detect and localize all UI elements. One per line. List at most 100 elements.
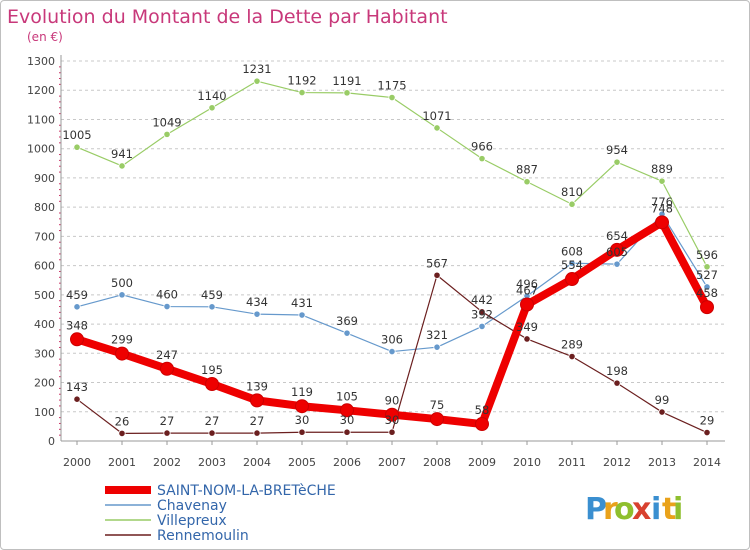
x-tick-label: 2008: [423, 456, 451, 469]
data-point: [388, 347, 396, 356]
data-point: [118, 291, 126, 299]
data-label: 554: [561, 258, 583, 272]
data-point: [295, 399, 309, 414]
data-point: [163, 429, 171, 437]
data-point: [613, 379, 621, 387]
data-label: 75: [430, 398, 445, 412]
data-label: 198: [606, 364, 628, 378]
data-label: 1071: [422, 109, 451, 123]
legend-label: Chavenay: [157, 498, 227, 514]
y-tick-label: 500: [34, 289, 55, 302]
y-tick-label: 700: [34, 230, 55, 243]
data-label: 139: [246, 379, 268, 393]
y-tick-label: 1200: [27, 84, 55, 97]
chart-subtitle: (en €): [27, 30, 63, 44]
data-label: 27: [160, 414, 175, 428]
data-label: 321: [426, 328, 448, 342]
data-labels: 1005 941 1049 1140 1231 1192 1191 1175 1071 966 88…: [62, 62, 718, 428]
data-label: 369: [336, 314, 358, 328]
y-tick-label: 1000: [27, 143, 55, 156]
data-point: [520, 297, 534, 312]
data-label: 1005: [62, 128, 91, 142]
data-point: [115, 346, 129, 361]
data-point: [478, 155, 486, 163]
data-point: [253, 77, 261, 85]
data-point: [73, 143, 81, 151]
legend-label: Villepreux: [157, 513, 227, 529]
data-label: 30: [295, 413, 310, 427]
data-point: [613, 260, 621, 268]
data-label: 954: [606, 143, 628, 157]
data-point: [658, 408, 666, 416]
data-label: 99: [655, 393, 670, 407]
legend: SAINT-NOM-LA-BRETèCHEChavenayVillepreuxR…: [105, 483, 336, 544]
x-tick-label: 2004: [243, 456, 271, 469]
data-label: 1140: [197, 89, 226, 103]
data-point: [208, 303, 216, 311]
data-label: 748: [651, 201, 673, 215]
data-label: 1175: [377, 79, 406, 93]
data-point: [523, 178, 531, 186]
data-point: [253, 429, 261, 437]
series-group: [70, 77, 714, 437]
data-label: 58: [475, 403, 490, 417]
data-point: [250, 393, 264, 408]
data-label: 467: [516, 283, 538, 297]
data-label: 289: [561, 338, 583, 352]
data-label: 434: [246, 295, 268, 309]
data-point: [163, 302, 171, 311]
data-label: 458: [696, 286, 718, 300]
data-point: [565, 272, 579, 287]
x-tick-label: 2001: [108, 456, 136, 469]
y-tick-label: 300: [34, 347, 55, 360]
x-tick-label: 2002: [153, 456, 181, 469]
data-point: [343, 89, 351, 97]
x-tick-label: 2000: [63, 456, 91, 469]
axes: 0 100 200 300 400 500 600 700 800 900 1000 1100 1200…: [27, 55, 725, 469]
data-point: [478, 322, 486, 331]
data-point: [340, 403, 354, 418]
data-label: 496: [516, 277, 538, 291]
data-point: [613, 158, 621, 166]
data-point: [703, 263, 711, 271]
data-label: 1049: [152, 115, 181, 129]
data-label: 431: [291, 296, 313, 310]
data-label: 527: [696, 268, 718, 282]
data-point: [118, 429, 126, 437]
x-tick-label: 2003: [198, 456, 226, 469]
data-label: 90: [385, 394, 400, 408]
data-point: [433, 124, 441, 132]
data-point: [655, 215, 669, 230]
data-label: 459: [201, 288, 223, 302]
data-point: [568, 200, 576, 208]
data-label: 195: [201, 363, 223, 377]
data-label: 889: [651, 162, 673, 176]
data-point: [703, 428, 711, 437]
data-point: [475, 417, 489, 432]
data-point: [205, 377, 219, 391]
data-point: [430, 412, 444, 427]
data-label: 299: [111, 333, 133, 347]
y-tick-label: 100: [34, 406, 55, 419]
data-point: [658, 177, 666, 185]
data-point: [298, 88, 306, 97]
logo-letter: i: [651, 492, 661, 527]
x-tick-label: 2011: [558, 456, 586, 469]
data-point: [163, 130, 171, 138]
data-label: 26: [115, 414, 130, 428]
data-point: [208, 429, 216, 437]
chart-title: Evolution du Montant de la Dette par Hab…: [7, 6, 448, 28]
data-label: 30: [340, 413, 355, 427]
logo-letter: P: [585, 492, 607, 527]
data-label: 442: [471, 293, 493, 307]
data-point: [298, 311, 306, 319]
x-tick-label: 2009: [468, 456, 496, 469]
data-label: 1231: [242, 62, 271, 76]
x-tick-label: 2014: [693, 456, 721, 469]
legend-label: Rennemoulin: [157, 528, 249, 544]
logo-letter: i: [673, 492, 683, 527]
data-label: 567: [426, 256, 448, 270]
y-tick-label: 600: [34, 260, 55, 273]
data-label: 608: [561, 244, 583, 258]
data-label: 459: [66, 288, 88, 302]
